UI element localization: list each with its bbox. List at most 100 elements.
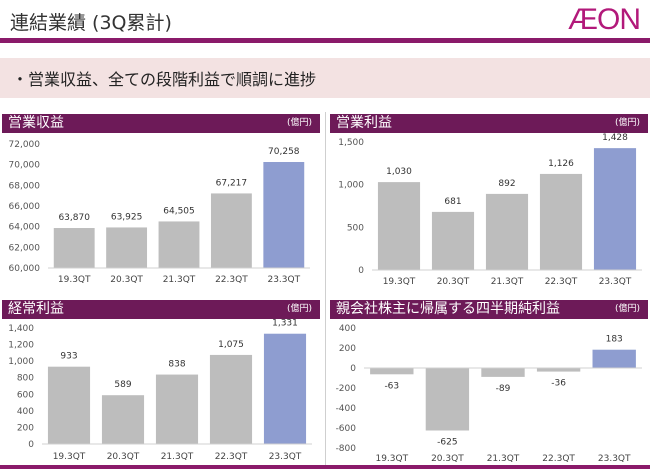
category-label: 21.3QT — [487, 454, 520, 464]
bar — [101, 395, 145, 444]
data-label: -89 — [496, 384, 511, 394]
page-title: 連結業績 (3Q累計) — [10, 12, 172, 34]
data-label: 1,428 — [602, 133, 628, 143]
data-label: 1,030 — [386, 167, 412, 177]
y-tick-label: 64,000 — [9, 223, 41, 233]
net-income-chart: -800 -600 -400 -200 0 200 400 -63 19.3QT -625 20.3… — [336, 324, 642, 464]
y-tick-label: 600 — [17, 390, 34, 400]
bar — [377, 182, 421, 270]
bar — [263, 162, 305, 268]
panel-unit-operating-income: (億円) — [614, 118, 640, 128]
bar — [263, 333, 307, 444]
y-tick-label: 500 — [347, 223, 364, 233]
category-label: 20.3QT — [107, 452, 140, 462]
panel-unit-ordinary-income: (億円) — [286, 304, 312, 314]
y-tick-label: -200 — [336, 384, 357, 394]
bar — [539, 173, 583, 270]
bar — [431, 211, 475, 270]
bar — [210, 193, 252, 268]
panel-title-revenue: 営業収益 — [8, 115, 64, 131]
bar — [370, 368, 414, 375]
panel-header-operating-income: 営業利益 (億円) — [330, 114, 648, 133]
y-tick-label: 68,000 — [9, 181, 41, 191]
y-tick-label: 0 — [350, 364, 356, 374]
panel-header-ordinary-income: 経常利益 (億円) — [2, 300, 320, 319]
y-tick-label: 0 — [358, 266, 364, 276]
category-label: 19.3QT — [58, 275, 91, 285]
bar — [209, 354, 253, 444]
bar — [47, 366, 91, 444]
aeon-logo: ÆON — [568, 3, 641, 36]
category-label: 19.3QT — [375, 454, 408, 464]
category-label: 20.3QT — [431, 454, 464, 464]
category-label: 20.3QT — [437, 277, 470, 287]
y-tick-label: 60,000 — [9, 264, 41, 274]
y-tick-label: 70,000 — [9, 161, 41, 171]
data-label: 933 — [60, 352, 77, 362]
panel-title-ordinary-income: 経常利益 — [8, 301, 64, 317]
panel-unit-revenue: (億円) — [286, 118, 312, 128]
panel-title-operating-income: 営業利益 — [336, 115, 392, 131]
data-label: 63,925 — [111, 212, 143, 222]
data-label: -625 — [437, 438, 457, 448]
data-label: 1,331 — [272, 319, 298, 329]
bar — [425, 368, 470, 431]
data-label: 1,075 — [218, 340, 244, 350]
y-tick-label: 62,000 — [9, 243, 41, 253]
bar — [158, 221, 200, 268]
y-tick-label: 800 — [17, 374, 34, 384]
category-label: 22.3QT — [545, 277, 578, 287]
panel-title-net-income: 親会社株主に帰属する四半期純利益 — [336, 301, 560, 317]
data-label: 64,505 — [163, 206, 195, 216]
data-label: -63 — [384, 381, 399, 391]
data-label: 70,258 — [268, 147, 300, 157]
bar — [592, 349, 636, 368]
footer-rule — [0, 465, 650, 469]
bar — [106, 227, 148, 268]
category-label: 22.3QT — [542, 454, 575, 464]
category-label: 23.3QT — [267, 275, 300, 285]
bar — [593, 148, 637, 270]
bar — [481, 368, 525, 377]
y-tick-label: 72,000 — [9, 140, 41, 150]
bar — [536, 368, 581, 372]
panel-unit-net-income: (億円) — [614, 304, 640, 314]
y-tick-label: -800 — [336, 444, 357, 454]
bar — [53, 228, 95, 268]
y-tick-label: 1,400 — [8, 324, 34, 334]
y-tick-label: -600 — [336, 424, 357, 434]
data-label: 1,126 — [548, 159, 574, 169]
y-tick-label: 200 — [339, 344, 356, 354]
category-label: 23.3QT — [598, 454, 631, 464]
operating-income-chart: 0 500 1,000 1,500 1,030 19.3QT 681 20.3QT 892 21.… — [338, 133, 642, 287]
category-label: 20.3QT — [110, 275, 143, 285]
y-tick-label: 1,000 — [8, 357, 34, 367]
y-tick-label: 400 — [339, 324, 356, 334]
data-label: 589 — [114, 380, 131, 390]
y-tick-label: 1,000 — [338, 181, 364, 191]
category-label: 22.3QT — [215, 452, 248, 462]
y-tick-label: 200 — [17, 423, 34, 433]
panel-header-net-income: 親会社株主に帰属する四半期純利益 (億円) — [330, 300, 648, 319]
panel-header-revenue: 営業収益 (億円) — [2, 114, 320, 133]
summary-text: ・営業収益、全ての段階利益で順調に進捗 — [12, 70, 317, 89]
data-label: 183 — [606, 335, 623, 345]
data-label: 681 — [444, 197, 461, 207]
category-label: 21.3QT — [161, 452, 194, 462]
y-tick-label: 0 — [28, 440, 34, 450]
panel-divider — [325, 112, 326, 467]
category-label: 21.3QT — [491, 277, 524, 287]
category-label: 19.3QT — [53, 452, 86, 462]
data-label: 892 — [498, 179, 515, 189]
y-tick-label: 1,500 — [338, 138, 364, 148]
data-label: 67,217 — [216, 178, 248, 188]
category-label: 22.3QT — [215, 275, 248, 285]
bar — [155, 374, 199, 444]
category-label: 23.3QT — [269, 452, 302, 462]
category-label: 19.3QT — [383, 277, 416, 287]
category-label: 21.3QT — [163, 275, 196, 285]
bar — [485, 193, 529, 270]
summary-banner: ・営業収益、全ての段階利益で順調に進捗 — [0, 58, 650, 98]
data-label: 63,870 — [58, 213, 90, 223]
y-tick-label: 1,200 — [8, 341, 34, 351]
